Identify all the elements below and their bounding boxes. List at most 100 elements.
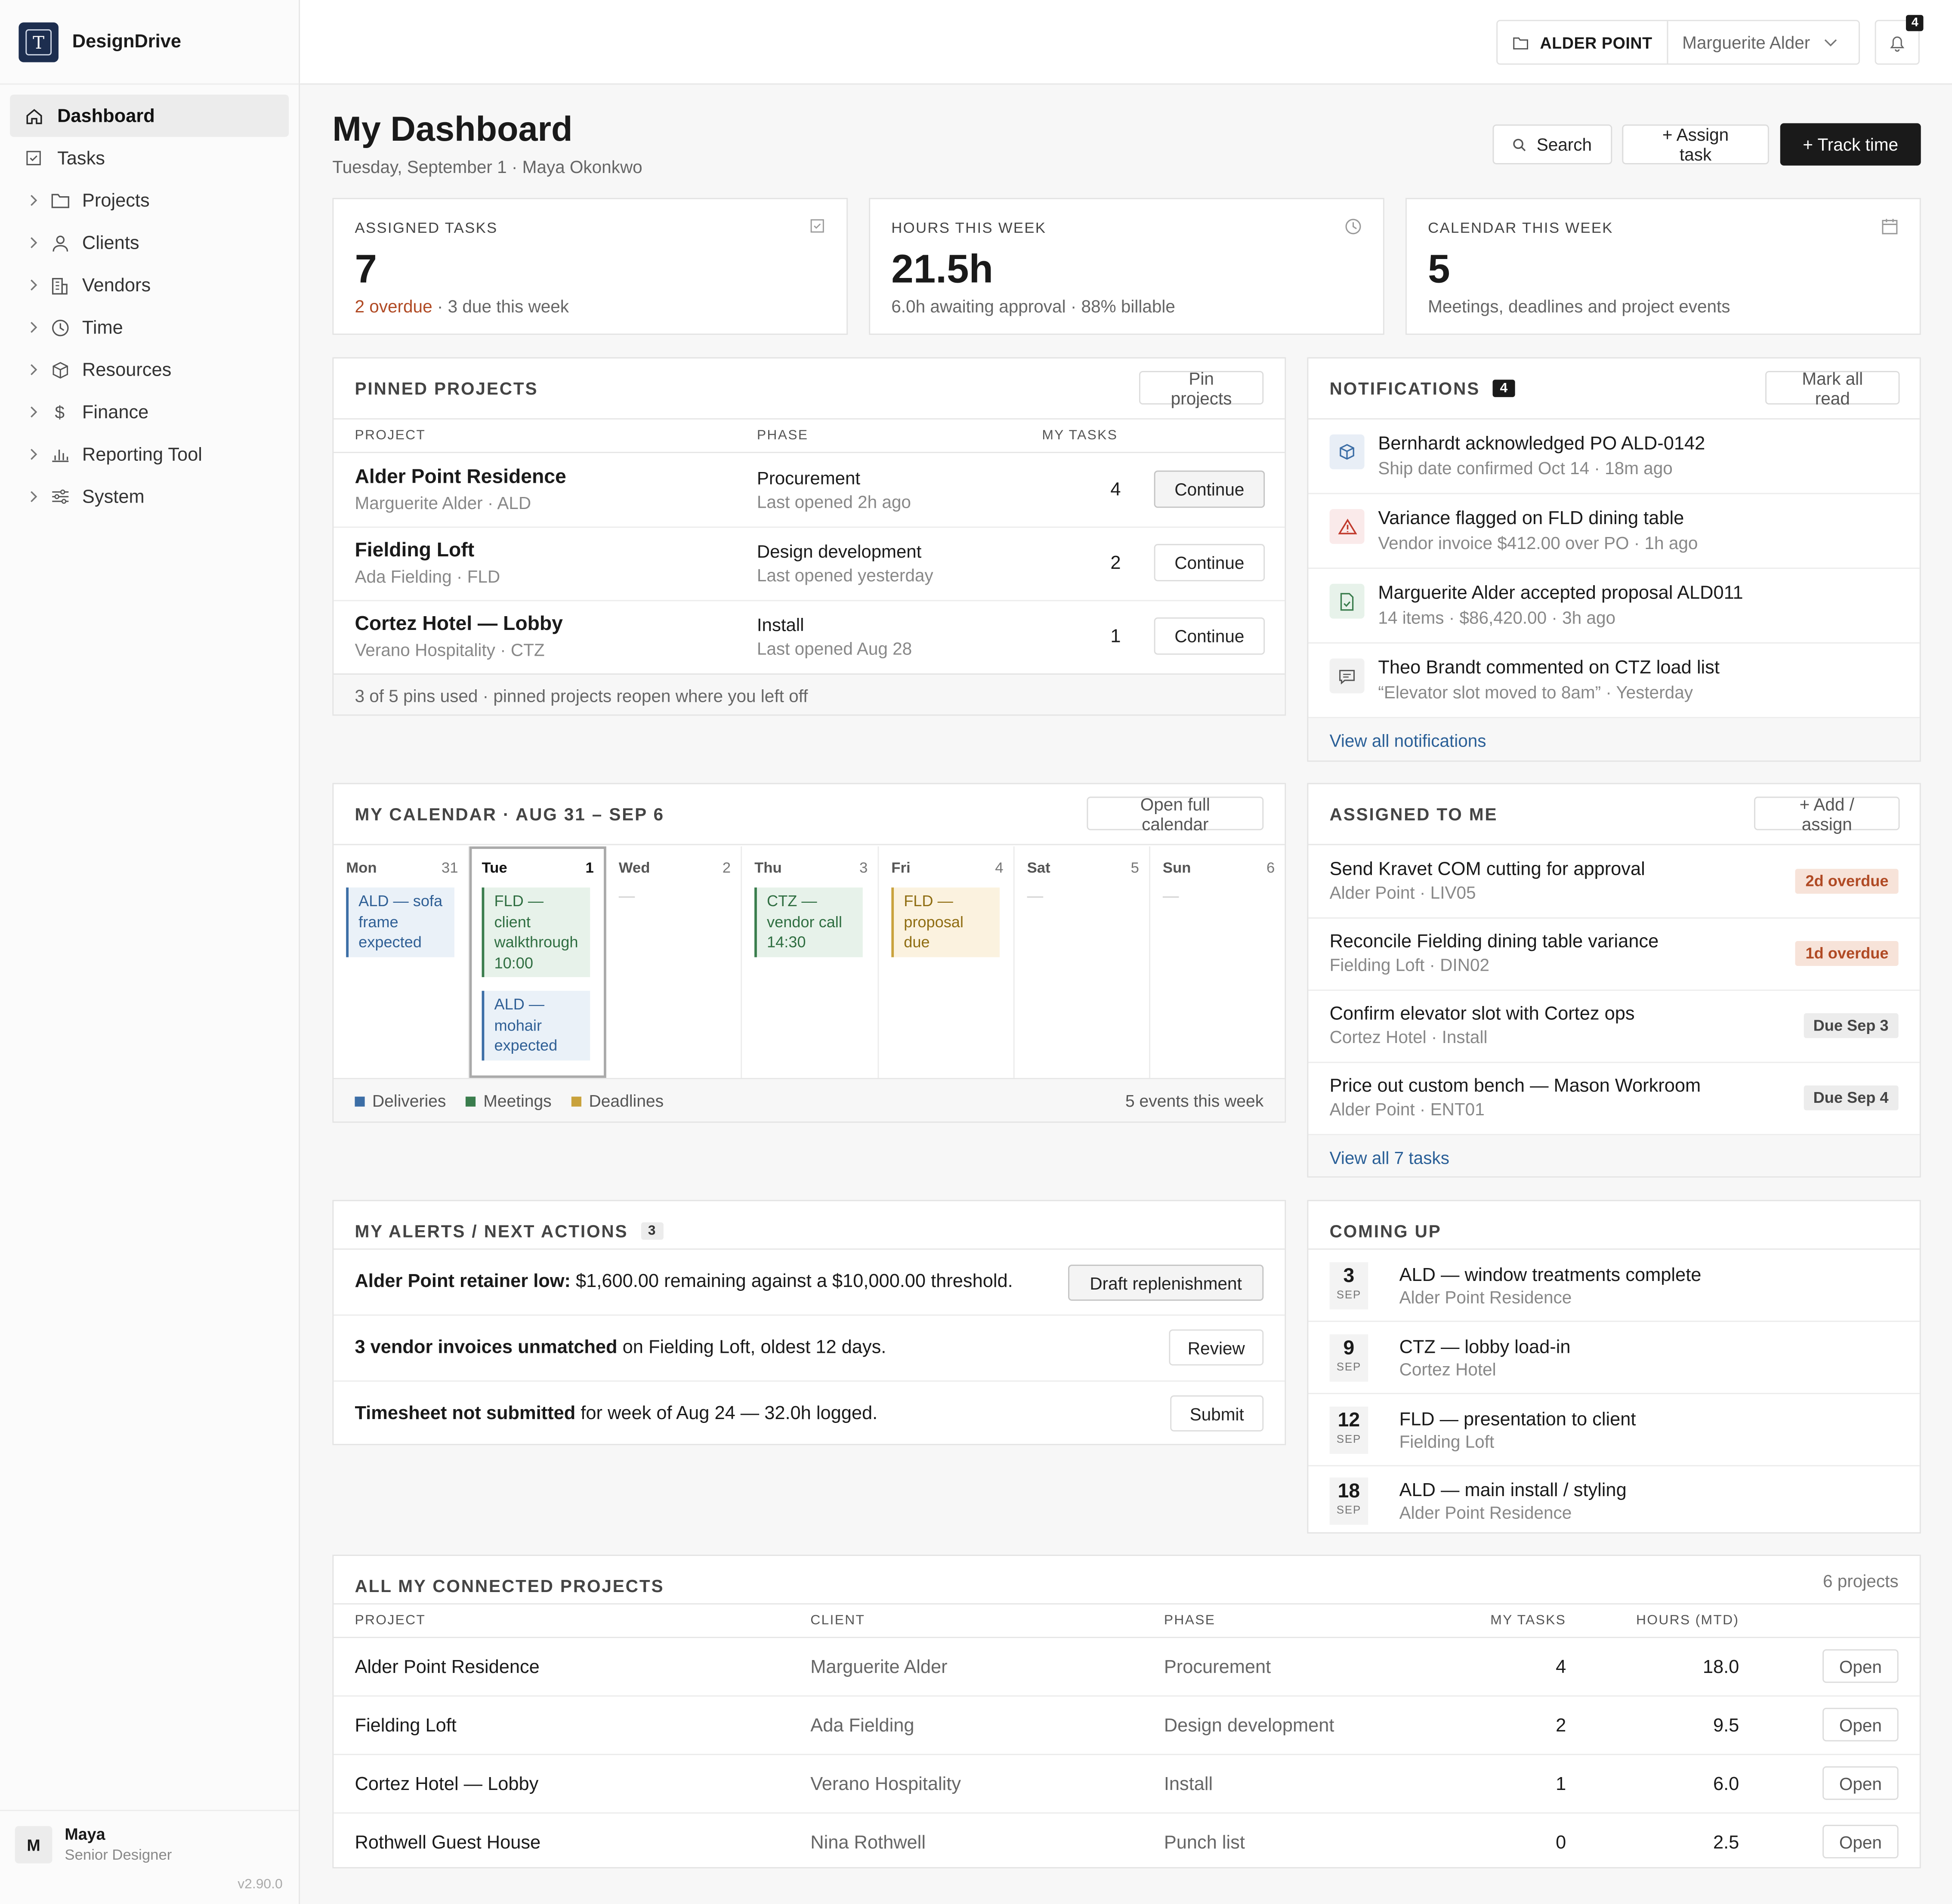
sidebar-item-resources[interactable]: Resources (10, 349, 289, 391)
sidebar-item-projects[interactable]: Projects (10, 179, 289, 222)
stat-card-hours[interactable]: HOURS THIS WEEK 21.5h 6.0h awaiting appr… (869, 197, 1384, 335)
project-name[interactable]: Fielding Loft (355, 540, 475, 562)
table-row[interactable]: Fielding Loft Ada Fielding Design develo… (334, 1697, 1920, 1754)
task-title[interactable]: Confirm elevator slot with Cortez ops (1329, 1003, 1635, 1025)
calendar-day-thu[interactable]: Thu 3 CTZ — vendor call 14:30 (742, 846, 879, 1078)
sidebar-item-system[interactable]: System (10, 475, 289, 518)
table-row[interactable]: Alder Point Residence Marguerite Alder P… (334, 1638, 1920, 1695)
track-time-button[interactable]: + Track time (1780, 123, 1921, 166)
table-row[interactable]: Cortez Hotel — Lobby Verano Hospitality … (334, 1755, 1920, 1812)
calendar-day-fri[interactable]: Fri 4 FLD — proposal due (879, 846, 1015, 1078)
column-header[interactable]: MY TASKS (1490, 1613, 1566, 1628)
task-item[interactable]: Reconcile Fielding dining table variance… (1308, 917, 1919, 988)
upcoming-item[interactable]: 18 SEP ALD — main install / styling Alder… (1308, 1466, 1919, 1532)
notification-item[interactable]: Marguerite Alder accepted proposal ALD01… (1308, 569, 1919, 642)
add-assign-button[interactable]: + Add / assign (1754, 793, 1900, 833)
view-all-tasks-link[interactable]: View all 7 tasks (1329, 1148, 1449, 1168)
task-title[interactable]: Reconcile Fielding dining table variance (1329, 931, 1659, 953)
search-button[interactable]: Search (1492, 124, 1612, 164)
project-name[interactable]: Rothwell Guest House (355, 1832, 541, 1854)
chevron-right-icon[interactable] (25, 194, 43, 207)
current-project[interactable]: ALDER POINT (1498, 21, 1669, 64)
chevron-right-icon[interactable] (25, 406, 43, 418)
task-title[interactable]: Send Kravet COM cutting for approval (1329, 859, 1645, 880)
calendar-day-mon[interactable]: Mon 31 ALD — sofa frame expected (334, 846, 469, 1078)
draft-replenishment-button[interactable]: Draft replenishment (1068, 1265, 1264, 1301)
review-button[interactable]: Review (1169, 1329, 1264, 1366)
cube-icon (50, 360, 70, 380)
sidebar-item-vendors[interactable]: Vendors (10, 264, 289, 306)
pin-projects-button[interactable]: Pin projects (1139, 368, 1264, 407)
column-header[interactable]: HOURS (MTD) (1636, 1613, 1739, 1628)
task-title[interactable]: Price out custom bench — Mason Workroom (1329, 1075, 1701, 1097)
notifications-button[interactable]: 4 (1875, 15, 1924, 65)
column-header[interactable]: MY TASKS (1042, 428, 1118, 443)
task-item[interactable]: Confirm elevator slot with Cortez ops Co… (1308, 990, 1919, 1061)
continue-button[interactable]: Continue (1154, 470, 1265, 508)
chevron-right-icon[interactable] (25, 364, 43, 376)
upcoming-item[interactable]: 12 SEP FLD — presentation to client Field… (1308, 1394, 1919, 1465)
mark-all-read-button[interactable]: Mark all read (1765, 368, 1900, 407)
sidebar-item-time[interactable]: Time (10, 306, 289, 349)
calendar-event[interactable]: FLD — proposal due (891, 887, 1000, 957)
chevron-right-icon[interactable] (25, 279, 43, 291)
stat-card-calendar[interactable]: CALENDAR THIS WEEK 5 Meetings, deadlines… (1405, 197, 1921, 335)
notification-item[interactable]: Variance flagged on FLD dining table Ven… (1308, 494, 1919, 568)
notification-item[interactable]: Bernhardt acknowledged PO ALD-0142 Ship … (1308, 420, 1919, 493)
table-row[interactable]: Alder Point Residence Marguerite Alder ·… (334, 453, 1285, 527)
calendar-day-sat[interactable]: Sat 5 — (1015, 846, 1150, 1078)
user-profile[interactable]: M Maya Senior Designer v2.90.0 (0, 1810, 299, 1904)
table-row[interactable]: Fielding Loft Ada Fielding · FLD Design … (334, 527, 1285, 600)
open-button[interactable]: Open (1822, 1824, 1899, 1859)
upcoming-item[interactable]: 9 SEP CTZ — lobby load-in Cortez Hotel (1308, 1322, 1919, 1393)
open-button[interactable]: Open (1822, 1649, 1899, 1683)
chevron-right-icon[interactable] (25, 237, 43, 249)
calendar-event[interactable]: ALD — sofa frame expected (346, 887, 454, 957)
calendar-day-wed[interactable]: Wed 2 — (606, 846, 742, 1078)
task-item[interactable]: Send Kravet COM cutting for approval Ald… (1308, 845, 1919, 916)
sidebar-item-finance[interactable]: $ Finance (10, 391, 289, 433)
client-dropdown[interactable]: Marguerite Alder (1668, 32, 1851, 52)
table-row[interactable]: Rothwell Guest House Nina Rothwell Punch… (334, 1814, 1920, 1867)
sidebar-item-clients[interactable]: Clients (10, 222, 289, 264)
notification-item[interactable]: Theo Brandt commented on CTZ load list “… (1308, 644, 1919, 717)
column-header[interactable]: CLIENT (810, 1613, 865, 1628)
stat-label: ASSIGNED TASKS (355, 219, 498, 237)
table-row[interactable]: Cortez Hotel — Lobby Verano Hospitality … (334, 600, 1285, 673)
column-header[interactable]: PHASE (1164, 1613, 1216, 1628)
building-icon (50, 275, 70, 295)
continue-button[interactable]: Continue (1154, 617, 1265, 655)
chevron-right-icon[interactable] (25, 491, 43, 503)
calendar-event[interactable]: ALD — mohair expected (482, 991, 590, 1060)
open-full-calendar-button[interactable]: Open full calendar (1087, 793, 1264, 833)
chevron-right-icon[interactable] (25, 321, 43, 333)
project-name[interactable]: Fielding Loft (355, 1715, 457, 1737)
calendar-event[interactable]: FLD — client walkthrough 10:00 (482, 887, 590, 977)
project-name[interactable]: Alder Point Residence (355, 466, 566, 488)
continue-button[interactable]: Continue (1154, 544, 1265, 581)
column-header[interactable]: PROJECT (355, 428, 426, 443)
open-button[interactable]: Open (1822, 1708, 1899, 1742)
open-button[interactable]: Open (1822, 1766, 1899, 1800)
calendar-day-tue[interactable]: Tue 1 FLD — client walkthrough 10:00 ALD… (469, 846, 606, 1078)
view-all-notifications-link[interactable]: View all notifications (1329, 731, 1486, 751)
calendar-event[interactable]: CTZ — vendor call 14:30 (754, 887, 863, 957)
chevron-right-icon[interactable] (25, 448, 43, 460)
column-header[interactable]: PROJECT (355, 1613, 426, 1628)
project-name[interactable]: Alder Point Residence (355, 1657, 540, 1678)
calendar-day-sun[interactable]: Sun 6 — (1150, 846, 1285, 1078)
stat-card-assigned-tasks[interactable]: ASSIGNED TASKS 7 2 overdue · 3 due this … (332, 197, 848, 335)
submit-button[interactable]: Submit (1170, 1395, 1264, 1432)
project-switcher[interactable]: ALDER POINT Marguerite Alder (1496, 20, 1860, 65)
project-name[interactable]: Cortez Hotel — Lobby (355, 1774, 539, 1795)
brand[interactable]: T DesignDrive (0, 0, 299, 85)
sidebar-item-reporting-tool[interactable]: Reporting Tool (10, 433, 289, 475)
sidebar-item-dashboard[interactable]: Dashboard (10, 94, 289, 137)
task-item[interactable]: Price out custom bench — Mason Workroom … (1308, 1062, 1919, 1133)
sidebar-item-tasks[interactable]: Tasks (10, 137, 289, 179)
overdue-count[interactable]: 2 overdue (355, 296, 432, 316)
column-header[interactable]: PHASE (757, 428, 809, 443)
assign-task-button[interactable]: + Assign task (1622, 124, 1769, 164)
upcoming-item[interactable]: 3 SEP ALD — window treatments complete Al… (1308, 1250, 1919, 1321)
project-name[interactable]: Cortez Hotel — Lobby (355, 614, 563, 635)
